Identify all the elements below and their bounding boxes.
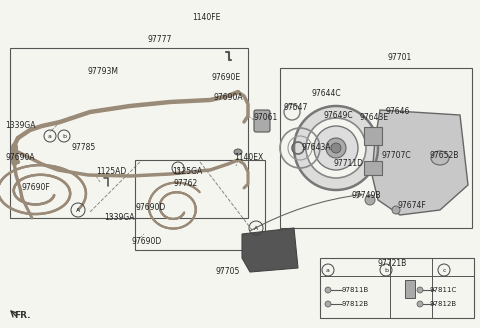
Bar — [364, 161, 382, 175]
Text: c: c — [442, 268, 446, 273]
Text: 97701: 97701 — [388, 53, 412, 63]
Circle shape — [326, 138, 346, 158]
Text: 97644C: 97644C — [312, 90, 342, 98]
Text: a: a — [48, 133, 52, 138]
Text: c: c — [176, 166, 180, 171]
Text: 1339GA: 1339GA — [104, 214, 134, 222]
Bar — [405, 280, 415, 298]
FancyBboxPatch shape — [254, 110, 270, 132]
Text: 97690D: 97690D — [136, 203, 166, 213]
Text: 97690F: 97690F — [22, 183, 51, 193]
Circle shape — [365, 195, 375, 205]
Text: FR.: FR. — [14, 312, 31, 320]
Circle shape — [325, 301, 331, 307]
Text: 97652B: 97652B — [430, 152, 459, 160]
Text: 97812B: 97812B — [342, 301, 369, 307]
Circle shape — [417, 301, 423, 307]
Polygon shape — [372, 110, 468, 215]
Bar — [364, 127, 382, 145]
Circle shape — [325, 287, 331, 293]
Text: A: A — [254, 226, 258, 231]
Circle shape — [331, 143, 341, 153]
Text: a: a — [326, 268, 330, 273]
Circle shape — [392, 206, 400, 214]
Text: 97811C: 97811C — [430, 287, 457, 293]
Text: 97061: 97061 — [254, 113, 278, 122]
Text: 97643A: 97643A — [302, 144, 332, 153]
Text: 1125GA: 1125GA — [172, 168, 202, 176]
Text: 97811B: 97811B — [342, 287, 369, 293]
Text: 97707C: 97707C — [382, 152, 412, 160]
Text: b: b — [384, 268, 388, 273]
Text: 97711D: 97711D — [334, 159, 364, 169]
Text: 97721B: 97721B — [378, 259, 407, 269]
Text: 97785: 97785 — [72, 144, 96, 153]
Bar — [280, 68, 472, 228]
Text: 97690A: 97690A — [214, 93, 244, 102]
Text: 97812B: 97812B — [430, 301, 457, 307]
Circle shape — [417, 287, 423, 293]
Text: 97749B: 97749B — [352, 192, 382, 200]
Text: 97762: 97762 — [174, 179, 198, 189]
Polygon shape — [294, 106, 378, 190]
Text: 1339GA: 1339GA — [5, 121, 36, 131]
Text: 97674F: 97674F — [398, 201, 427, 211]
Circle shape — [314, 126, 358, 170]
Polygon shape — [242, 228, 298, 272]
Text: 97647: 97647 — [284, 104, 308, 113]
Bar — [10, 48, 248, 218]
Text: 1140EX: 1140EX — [234, 154, 263, 162]
Text: 97705: 97705 — [216, 268, 240, 277]
Text: 97690A: 97690A — [5, 154, 35, 162]
Text: 97690D: 97690D — [132, 237, 162, 247]
Text: 1140FE: 1140FE — [192, 13, 220, 23]
Bar — [135, 160, 265, 250]
Text: 97777: 97777 — [148, 35, 172, 45]
Bar — [320, 258, 474, 318]
Text: 97793M: 97793M — [88, 68, 119, 76]
Text: 1125AD: 1125AD — [96, 168, 126, 176]
Text: b: b — [62, 133, 66, 138]
Ellipse shape — [234, 149, 242, 155]
Text: 97690E: 97690E — [212, 73, 241, 83]
Ellipse shape — [431, 151, 449, 165]
Text: 97643E: 97643E — [360, 113, 389, 122]
Text: A: A — [76, 208, 80, 213]
Text: 97649C: 97649C — [324, 112, 354, 120]
Text: 97646: 97646 — [386, 108, 410, 116]
